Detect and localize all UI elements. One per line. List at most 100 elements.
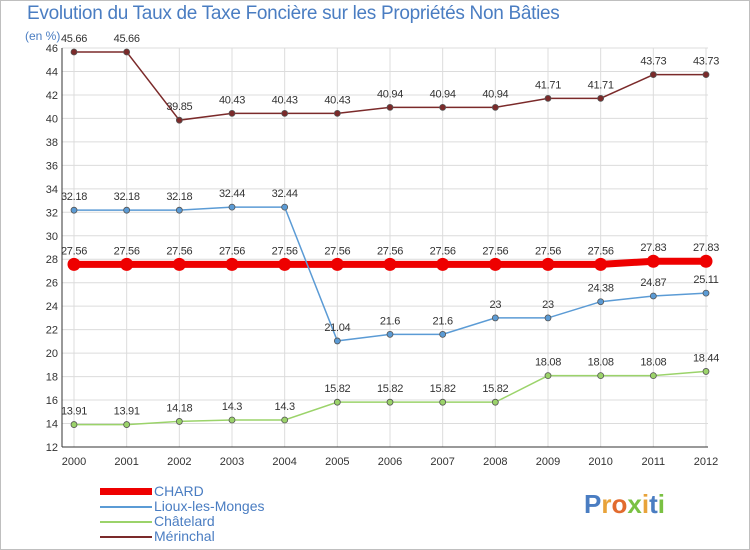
data-point-merinchal xyxy=(491,103,499,111)
data-point-chatelard xyxy=(228,416,236,424)
legend-swatch-merinchal xyxy=(100,535,152,538)
data-point-lioux-les-monges xyxy=(597,298,605,306)
y-axis-unit-label: (en %) xyxy=(25,29,61,43)
data-point-merinchal xyxy=(386,103,394,111)
data-point-lioux-les-monges xyxy=(702,289,710,297)
data-label-chatelard: 15.82 xyxy=(377,383,403,395)
data-point-lioux-les-monges xyxy=(281,203,289,211)
data-point-chard xyxy=(67,257,81,271)
data-point-chatelard xyxy=(281,416,289,424)
x-tick-label: 2007 xyxy=(430,456,454,468)
data-label-chatelard: 18.08 xyxy=(640,357,666,369)
data-point-merinchal xyxy=(70,48,78,56)
legend-swatch-chatelard xyxy=(100,520,152,523)
data-point-chard xyxy=(383,257,397,271)
x-tick-label: 2000 xyxy=(62,456,86,468)
x-tick-label: 2001 xyxy=(114,456,138,468)
data-label-merinchal: 40.94 xyxy=(430,88,456,100)
data-label-chatelard: 14.3 xyxy=(275,401,295,413)
data-label-merinchal: 43.73 xyxy=(640,56,666,68)
x-tick-label: 2008 xyxy=(483,456,507,468)
data-label-lioux-les-monges: 32.18 xyxy=(166,191,192,203)
legend-swatch-lioux-les-monges xyxy=(100,505,152,508)
data-label-chard: 27.56 xyxy=(219,245,245,257)
legend-item-merinchal: Mérinchal xyxy=(100,529,265,544)
x-tick-label: 2006 xyxy=(378,456,402,468)
data-point-chatelard xyxy=(597,372,605,380)
data-label-chatelard: 18.44 xyxy=(693,352,719,364)
data-label-chard: 27.56 xyxy=(482,245,508,257)
data-point-lioux-les-monges xyxy=(544,314,552,322)
data-label-chatelard: 15.82 xyxy=(482,383,508,395)
data-point-chatelard xyxy=(333,398,341,406)
data-label-merinchal: 39.85 xyxy=(166,101,192,113)
data-label-chard: 27.56 xyxy=(588,245,614,257)
data-label-chatelard: 13.91 xyxy=(61,406,87,418)
logo-letter: i xyxy=(641,489,650,519)
data-point-chatelard xyxy=(439,398,447,406)
y-tick-label: 42 xyxy=(46,90,58,102)
data-point-merinchal xyxy=(281,109,289,117)
legend-label-merinchal: Mérinchal xyxy=(154,528,215,544)
data-point-merinchal xyxy=(123,48,131,56)
data-point-lioux-les-monges xyxy=(649,292,657,300)
data-point-merinchal xyxy=(333,109,341,117)
data-label-chard: 27.56 xyxy=(377,245,403,257)
data-point-chard xyxy=(436,257,450,271)
x-tick-label: 2004 xyxy=(272,456,296,468)
y-tick-label: 22 xyxy=(46,325,58,337)
legend-label-chatelard: Châtelard xyxy=(154,513,215,529)
data-label-lioux-les-monges: 21.6 xyxy=(380,315,400,327)
data-label-chard: 27.83 xyxy=(693,242,719,254)
data-label-chard: 27.56 xyxy=(535,245,561,257)
data-label-merinchal: 40.43 xyxy=(219,94,245,106)
data-label-chard: 27.56 xyxy=(430,245,456,257)
chart-legend: CHARD Lioux-les-Monges Châtelard Mérinch… xyxy=(100,484,265,544)
chart-title: Evolution du Taux de Taxe Foncière sur l… xyxy=(27,3,560,24)
data-label-lioux-les-monges: 32.44 xyxy=(219,188,245,200)
logo-letter: r xyxy=(601,489,612,519)
data-label-chatelard: 15.82 xyxy=(430,383,456,395)
y-tick-label: 46 xyxy=(46,43,58,55)
x-tick-label: 2009 xyxy=(536,456,560,468)
data-label-lioux-les-monges: 32.18 xyxy=(114,191,140,203)
data-point-chatelard xyxy=(175,418,183,425)
data-point-lioux-les-monges xyxy=(333,337,341,345)
x-tick-label: 2012 xyxy=(694,456,718,468)
data-label-chatelard: 18.08 xyxy=(588,357,614,369)
data-point-lioux-les-monges xyxy=(491,314,499,322)
data-label-merinchal: 41.71 xyxy=(588,79,614,91)
data-label-lioux-les-monges: 32.18 xyxy=(61,191,87,203)
data-point-chatelard xyxy=(491,398,499,406)
legend-label-lioux-les-monges: Lioux-les-Monges xyxy=(154,498,265,514)
data-label-lioux-les-monges: 23 xyxy=(490,299,502,311)
data-point-lioux-les-monges xyxy=(228,203,236,211)
data-label-chatelard: 18.08 xyxy=(535,357,561,369)
y-tick-label: 30 xyxy=(46,231,58,243)
y-tick-label: 14 xyxy=(46,419,58,431)
data-point-chard xyxy=(172,257,186,271)
data-point-lioux-les-monges xyxy=(123,206,131,214)
data-point-chatelard xyxy=(70,421,78,428)
data-point-merinchal xyxy=(544,94,552,102)
y-tick-label: 44 xyxy=(46,66,58,78)
x-tick-label: 2002 xyxy=(167,456,191,468)
data-point-chatelard xyxy=(386,398,394,406)
data-label-merinchal: 45.66 xyxy=(114,33,140,45)
logo-letter: t xyxy=(649,489,658,519)
logo-letter: x xyxy=(627,489,642,519)
y-tick-label: 24 xyxy=(46,301,58,313)
legend-item-chard: CHARD xyxy=(100,484,265,499)
data-point-chatelard xyxy=(123,421,131,428)
logo-letter: i xyxy=(657,489,665,519)
x-tick-label: 2003 xyxy=(220,456,244,468)
data-point-merinchal xyxy=(649,71,657,79)
data-label-lioux-les-monges: 25.11 xyxy=(693,274,718,286)
data-point-chard xyxy=(488,257,502,271)
y-tick-label: 26 xyxy=(46,278,58,290)
data-label-lioux-les-monges: 23 xyxy=(542,299,554,311)
legend-label-chard: CHARD xyxy=(154,483,204,499)
data-label-chard: 27.56 xyxy=(114,245,140,257)
x-tick-label: 2011 xyxy=(642,456,666,468)
data-label-merinchal: 40.43 xyxy=(272,94,298,106)
